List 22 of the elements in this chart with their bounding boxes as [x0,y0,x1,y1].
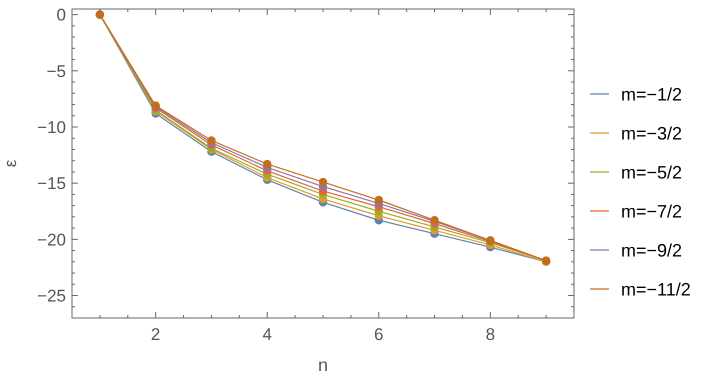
point [318,178,328,186]
legend-label: m=−9/2 [621,240,682,260]
x-tick-label: 2 [150,325,160,344]
x-tick-label: 6 [374,325,384,344]
y-tick-label: 0 [56,6,66,25]
point [374,196,383,204]
y-tick-label: −5 [46,62,66,81]
legend-label: m=−11/2 [621,279,691,300]
point [207,136,216,145]
legend-label: m=−7/2 [621,201,682,222]
point [263,160,272,168]
y-tick-label: −20 [37,230,66,250]
legend-label: m=−1/2 [621,84,682,104]
y-tick-label: −15 [37,174,66,194]
y-tick-label: −25 [37,286,66,306]
y-tick-label: −10 [37,118,66,137]
y-axis-title: ε [1,159,20,168]
legend-label: m=−5/2 [621,162,682,182]
legend-label: m=−3/2 [621,123,682,144]
x-axis-title: n [318,355,328,375]
x-tick-label: 4 [262,325,272,344]
x-tick-label: 8 [486,325,496,344]
